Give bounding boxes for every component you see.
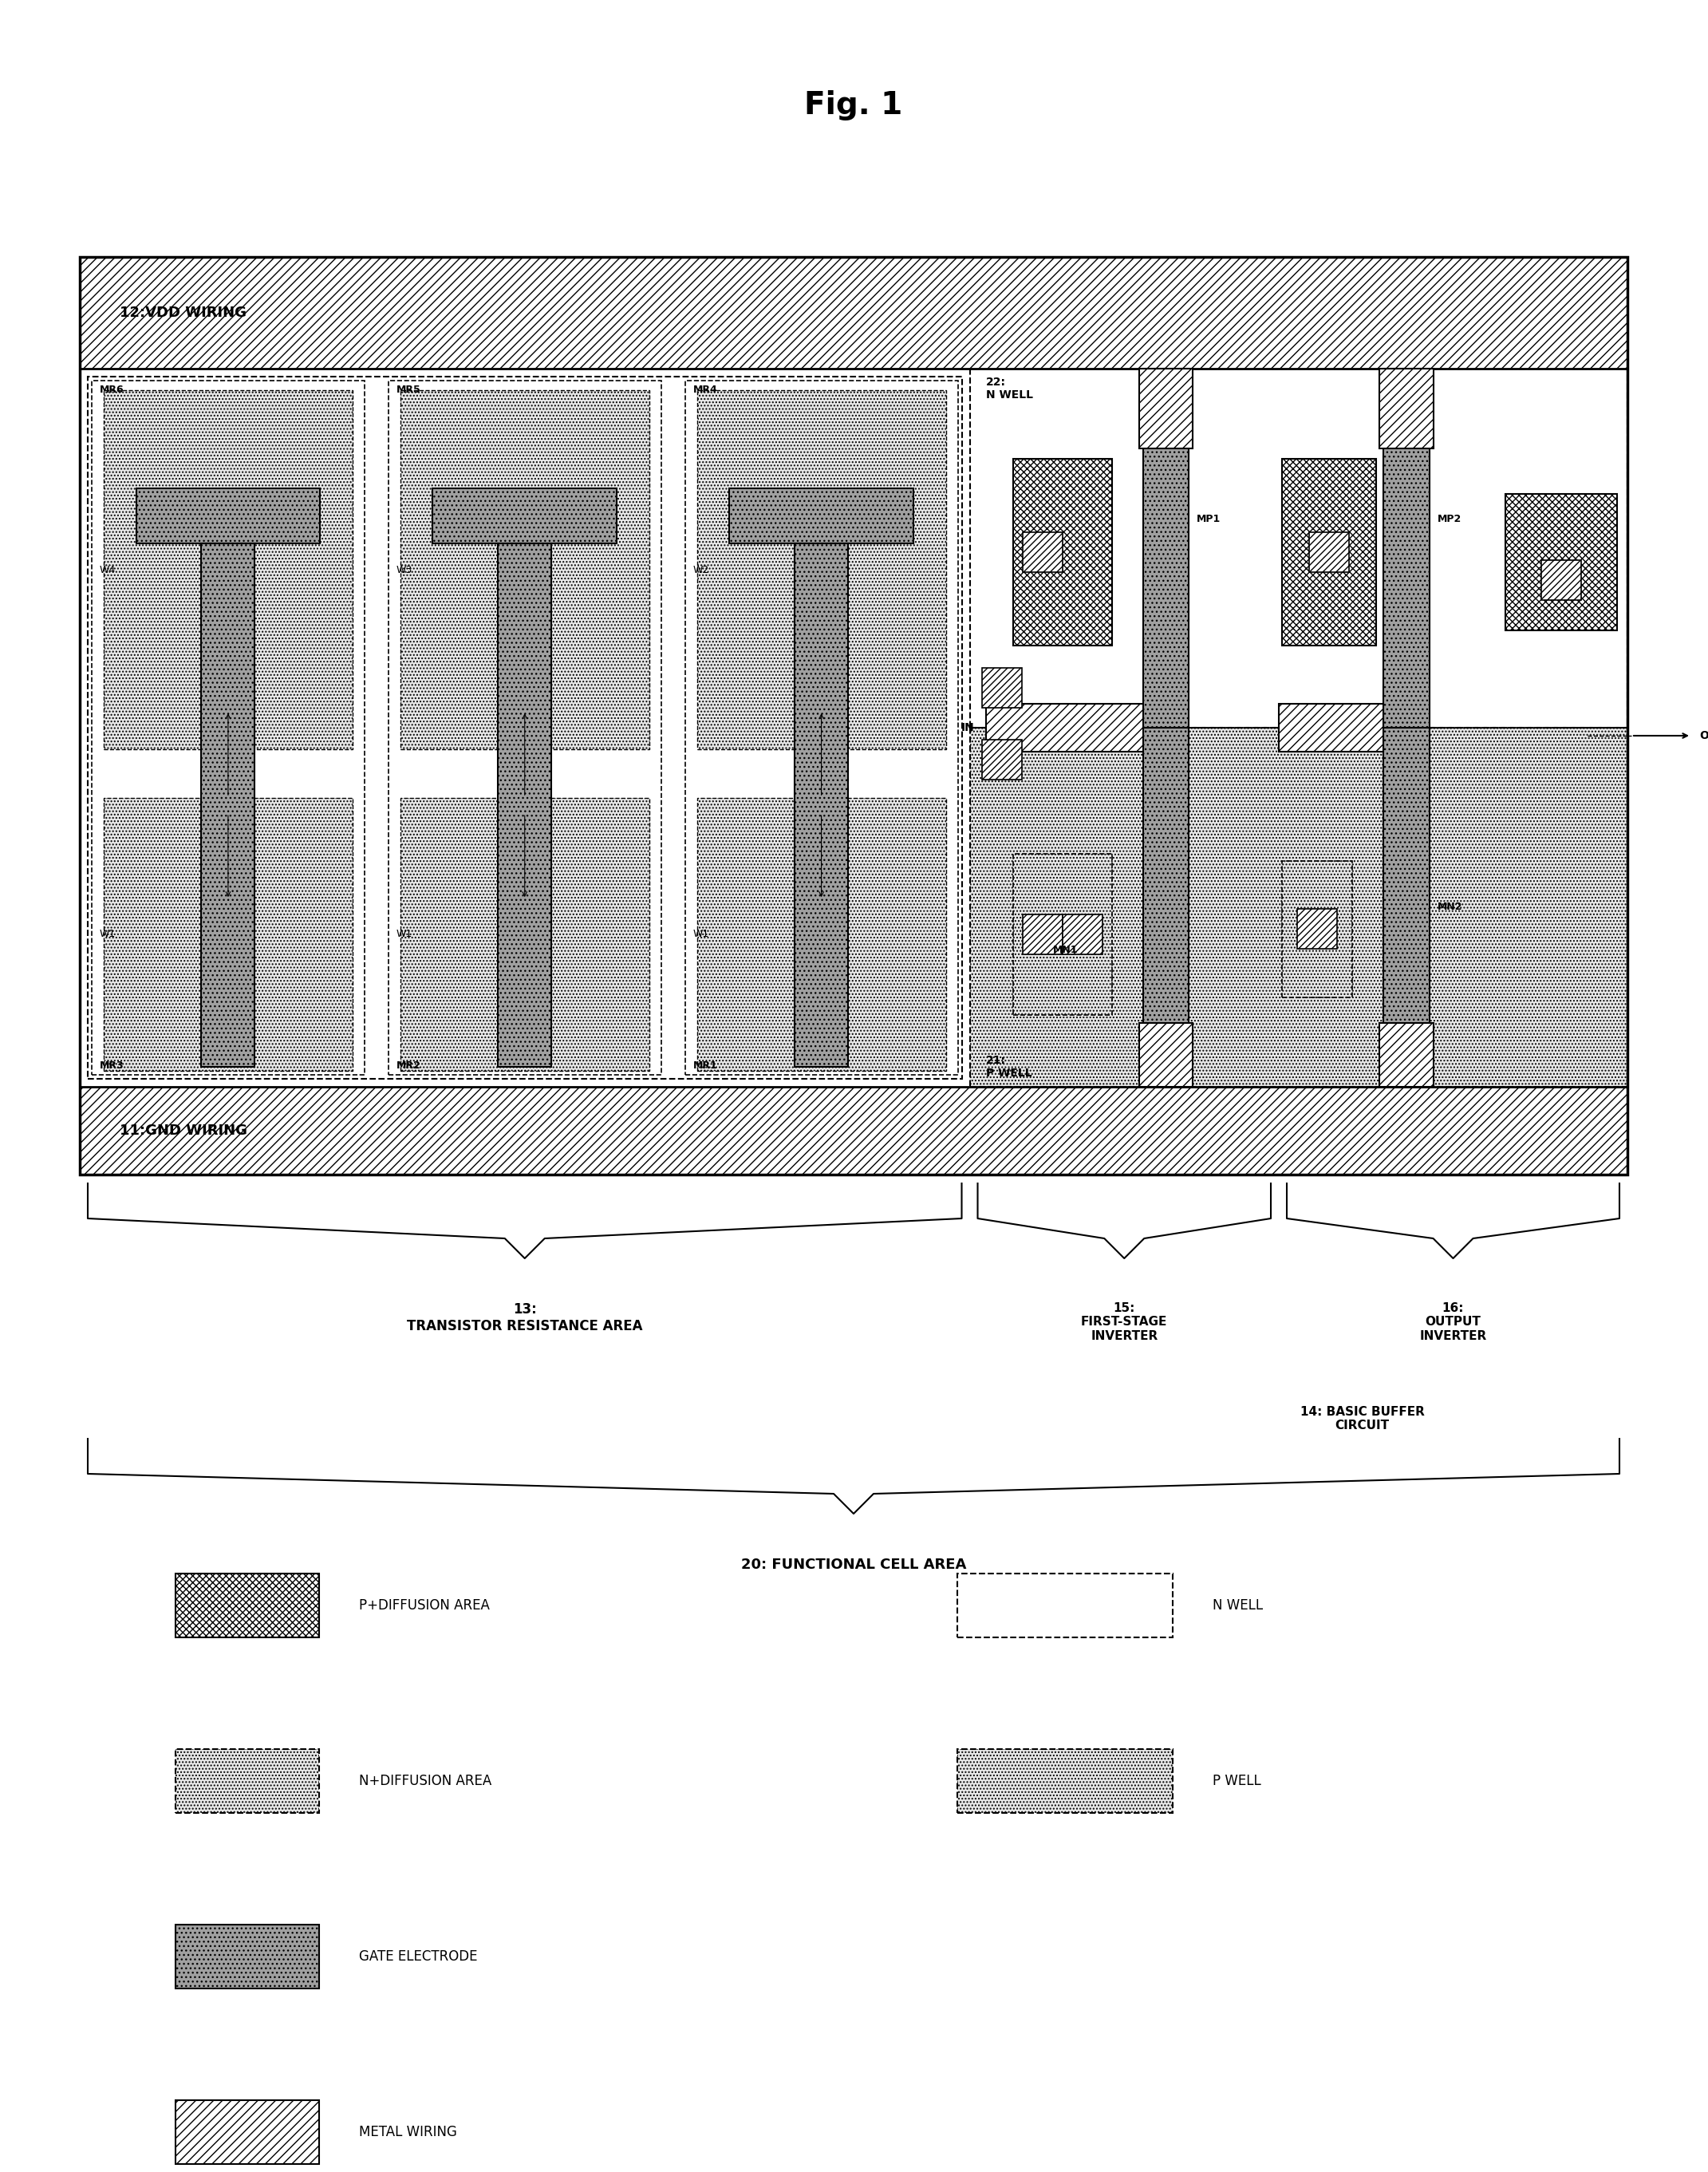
Bar: [685, 380, 958, 1075]
Text: GATE ELECTRODE: GATE ELECTRODE: [359, 1950, 478, 1963]
Text: 22:
N WELL: 22: N WELL: [986, 376, 1033, 400]
Bar: [1143, 728, 1189, 1086]
Text: P WELL: P WELL: [1213, 1775, 1261, 1788]
Bar: [1023, 532, 1062, 571]
Text: W1: W1: [99, 930, 116, 940]
Bar: [1310, 532, 1349, 571]
Text: P+DIFFUSION AREA: P+DIFFUSION AREA: [359, 1599, 490, 1612]
Bar: [1380, 369, 1433, 447]
Bar: [499, 543, 552, 1066]
Bar: [970, 728, 1628, 1086]
Text: METAL WIRING: METAL WIRING: [359, 2124, 458, 2139]
Text: N WELL: N WELL: [1213, 1599, 1262, 1612]
Text: W1: W1: [396, 930, 413, 940]
Bar: [1296, 908, 1337, 949]
Bar: [1062, 914, 1102, 954]
Bar: [87, 376, 962, 1079]
Bar: [1143, 369, 1189, 728]
Text: N+DIFFUSION AREA: N+DIFFUSION AREA: [359, 1775, 492, 1788]
Bar: [104, 797, 352, 1071]
Bar: [1013, 458, 1112, 645]
Bar: [80, 256, 1628, 1175]
Text: MR2: MR2: [396, 1060, 420, 1071]
Text: W3: W3: [396, 565, 413, 576]
Text: 12:VDD WIRING: 12:VDD WIRING: [120, 306, 246, 319]
Text: 14: BASIC BUFFER
CIRCUIT: 14: BASIC BUFFER CIRCUIT: [1300, 1405, 1424, 1431]
Bar: [1541, 560, 1582, 599]
Bar: [1383, 728, 1430, 1086]
Text: MN2: MN2: [1438, 901, 1462, 912]
Text: Fig. 1: Fig. 1: [804, 91, 904, 119]
Text: MP2: MP2: [1438, 515, 1462, 526]
Bar: [956, 1573, 1173, 1638]
Text: IN: IN: [960, 721, 974, 734]
Bar: [400, 391, 649, 749]
Text: W4: W4: [99, 565, 116, 576]
Text: MP1: MP1: [1197, 515, 1221, 526]
Bar: [92, 380, 364, 1075]
Bar: [388, 380, 661, 1075]
Bar: [400, 797, 649, 1071]
Bar: [970, 369, 1628, 728]
Bar: [176, 1748, 319, 1814]
Text: 20: FUNCTIONAL CELL AREA: 20: FUNCTIONAL CELL AREA: [741, 1557, 967, 1573]
Bar: [697, 797, 946, 1071]
Bar: [729, 489, 914, 543]
Bar: [1279, 704, 1383, 752]
Text: 11:GND WIRING: 11:GND WIRING: [120, 1123, 248, 1138]
Bar: [1505, 493, 1617, 630]
Text: W2: W2: [693, 565, 709, 576]
Text: MR3: MR3: [99, 1060, 125, 1071]
Bar: [1023, 914, 1062, 954]
Text: MN1: MN1: [1054, 945, 1078, 956]
Text: 15:
FIRST-STAGE
INVERTER: 15: FIRST-STAGE INVERTER: [1081, 1303, 1168, 1342]
Text: 16:
OUTPUT
INVERTER: 16: OUTPUT INVERTER: [1419, 1303, 1486, 1342]
Bar: [137, 489, 319, 543]
Text: MR6: MR6: [99, 384, 125, 395]
Text: MR5: MR5: [396, 384, 420, 395]
Bar: [432, 489, 617, 543]
Bar: [794, 543, 849, 1066]
Bar: [1383, 369, 1430, 728]
Bar: [104, 391, 352, 749]
Text: 21:
P WELL: 21: P WELL: [986, 1056, 1032, 1079]
Bar: [1013, 854, 1112, 1014]
Text: MR4: MR4: [693, 384, 717, 395]
Text: OUT: OUT: [1699, 730, 1708, 741]
Bar: [956, 1748, 1173, 1814]
Bar: [176, 1573, 319, 1638]
Bar: [697, 391, 946, 749]
Bar: [202, 543, 254, 1066]
Bar: [986, 704, 1143, 752]
Text: W1: W1: [693, 930, 709, 940]
Bar: [1380, 1023, 1433, 1086]
Bar: [982, 741, 1021, 780]
Bar: [1283, 860, 1353, 997]
Text: MR1: MR1: [693, 1060, 717, 1071]
Text: 13:
TRANSISTOR RESISTANCE AREA: 13: TRANSISTOR RESISTANCE AREA: [407, 1303, 642, 1334]
Bar: [80, 1086, 1628, 1175]
Bar: [80, 256, 1628, 369]
Bar: [176, 2100, 319, 2163]
Bar: [1139, 1023, 1192, 1086]
Bar: [1283, 458, 1377, 645]
Bar: [176, 1924, 319, 1990]
Bar: [1139, 369, 1192, 447]
Bar: [982, 667, 1021, 708]
